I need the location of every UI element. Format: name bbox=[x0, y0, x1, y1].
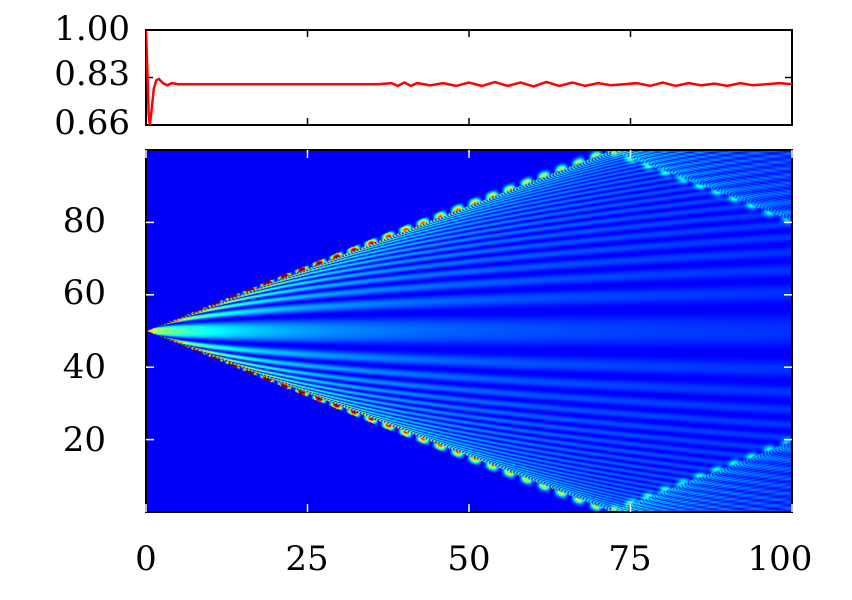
y-tick-label: 20 bbox=[63, 420, 106, 460]
x-tick-label: 50 bbox=[447, 539, 490, 579]
x-tick-label: 75 bbox=[608, 539, 651, 579]
y-tick-label: 60 bbox=[63, 273, 106, 313]
y-tick-label: 80 bbox=[63, 201, 106, 241]
top-y-tick-label: 1.00 bbox=[54, 9, 130, 49]
x-tick-label: 0 bbox=[135, 539, 157, 579]
y-tick-label: 40 bbox=[63, 347, 106, 387]
x-tick-label: 25 bbox=[285, 539, 328, 579]
bottom-heatmap: 80 60 40 20 0 25 50 75 100 bbox=[63, 149, 813, 579]
series-line bbox=[146, 30, 792, 125]
heatmap-image bbox=[146, 150, 792, 512]
top-plot-frame bbox=[145, 29, 793, 126]
top-line-chart: 1.00 0.83 0.66 bbox=[54, 9, 793, 143]
top-y-tick-label: 0.83 bbox=[54, 54, 130, 94]
heatmap-ticks bbox=[145, 150, 793, 512]
top-y-tick-label: 0.66 bbox=[54, 103, 130, 143]
x-tick-label: 100 bbox=[748, 539, 813, 579]
